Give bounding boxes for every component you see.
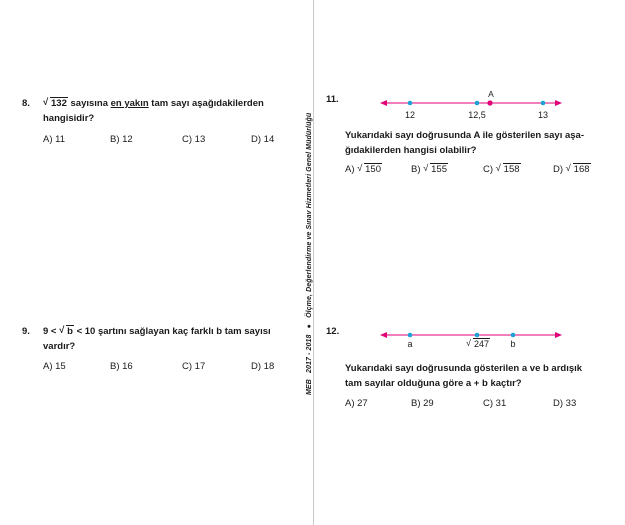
sqrt-expression: √ 158	[495, 163, 521, 175]
point-b-label: b	[510, 339, 516, 349]
sqrt-expression: √ 168	[565, 163, 591, 175]
option-d[interactable]: D) 33	[553, 398, 577, 409]
radicand: 150	[364, 163, 382, 175]
sqrt-expression: √ 132	[43, 97, 68, 109]
option-b[interactable]: B) 16	[110, 361, 133, 372]
tick-label-12-5: 12,5	[468, 110, 486, 120]
tick-point-13	[540, 100, 546, 106]
left-arrow-icon	[380, 332, 387, 338]
question-number: 8.	[22, 98, 30, 109]
sidebar-vertical-text: MEB 2017 - 2018 ● Ölçme, Değerlendirme v…	[306, 113, 313, 395]
text-part: tam sayılar olduğuna göre a + b kaçtır?	[345, 378, 522, 389]
sqrt-expression: √ b	[59, 325, 74, 337]
question-text: Yukarıdaki sayı doğrusunda A ile gösteri…	[345, 128, 610, 158]
option-c[interactable]: C) √ 158	[483, 163, 521, 175]
option-a[interactable]: A) 27	[345, 398, 368, 409]
number-line	[380, 332, 562, 338]
text-part: hangisidir?	[43, 113, 95, 124]
question-number: 9.	[22, 326, 30, 337]
question-text: Yukarıdaki sayı doğrusunda gösterilen a …	[345, 361, 610, 391]
option-b[interactable]: B) 29	[411, 398, 434, 409]
underlined-text: en yakın	[110, 98, 149, 109]
text-part: Yukarıdaki sayı doğrusunda gösterilen a …	[345, 363, 583, 374]
question-text: √ 132 sayısına en yakın tam sayı aşağıdak…	[43, 96, 301, 126]
option-letter: B)	[411, 164, 421, 175]
option-d[interactable]: D) √ 168	[553, 163, 591, 175]
option-c[interactable]: C) 13	[182, 134, 206, 145]
text-part: Yukarıdaki sayı doğrusunda A ile gösteri…	[345, 130, 584, 141]
option-letter: C)	[483, 164, 494, 175]
option-d[interactable]: D) 14	[251, 134, 275, 145]
point-a-label: a	[407, 339, 413, 349]
text-part: vardır?	[43, 341, 76, 352]
tick-label-13: 13	[537, 110, 549, 120]
tick-point-12-5	[474, 100, 480, 106]
text-part: tam sayı aşağıdakilerden	[148, 98, 264, 109]
tick-label-12: 12	[404, 110, 416, 120]
option-a[interactable]: A) 11	[43, 134, 66, 145]
text-part: 9 <	[43, 326, 60, 337]
radicand: 247	[472, 338, 491, 349]
right-arrow-icon	[555, 332, 562, 338]
option-b[interactable]: B) √ 155	[411, 163, 448, 175]
point-sqrt-label: √ 247	[465, 338, 491, 349]
radicand: 132	[50, 97, 68, 109]
radicand: b	[66, 325, 74, 337]
radicand: 158	[502, 163, 521, 175]
question-number: 12.	[326, 326, 340, 337]
option-a[interactable]: A) 15	[43, 361, 66, 372]
radicand: 155	[430, 163, 448, 175]
option-a[interactable]: A) √ 150	[345, 163, 382, 175]
sidebar-dept: Ölçme, Değerlendirme ve Sınav Hizmetleri…	[306, 112, 313, 318]
sqrt-expression: √ 247	[465, 338, 491, 349]
point-a	[487, 100, 493, 106]
point-a-label: A	[488, 89, 494, 99]
sqrt-expression: √ 150	[357, 163, 382, 175]
text-part: ğıdakilerden hangisi olabilir?	[345, 145, 477, 156]
text-part: < 10 şartını sağlayan kaç farklı b tam s…	[73, 326, 271, 337]
point-sqrt-247	[474, 332, 480, 338]
left-arrow-icon	[380, 100, 387, 106]
option-c[interactable]: C) 31	[483, 398, 507, 409]
question-number: 11.	[326, 94, 339, 105]
number-line	[380, 100, 562, 106]
radicand: 168	[572, 163, 591, 175]
option-c[interactable]: C) 17	[182, 361, 206, 372]
sidebar-years: 2017 - 2018	[306, 334, 313, 373]
question-text: 9 < √ b < 10 şartını sağlayan kaç farklı …	[43, 324, 301, 354]
column-divider	[313, 0, 314, 525]
tick-point-12	[407, 100, 413, 106]
point-b	[510, 332, 516, 338]
option-b[interactable]: B) 12	[110, 134, 133, 145]
option-d[interactable]: D) 18	[251, 361, 275, 372]
sidebar-org: MEB	[306, 379, 313, 395]
sqrt-expression: √ 155	[423, 163, 448, 175]
text-part: sayısına	[67, 98, 111, 109]
option-letter: A)	[345, 164, 355, 175]
point-a	[407, 332, 413, 338]
right-arrow-icon	[555, 100, 562, 106]
sidebar-bullet: ●	[306, 324, 313, 329]
option-letter: D)	[553, 164, 564, 175]
